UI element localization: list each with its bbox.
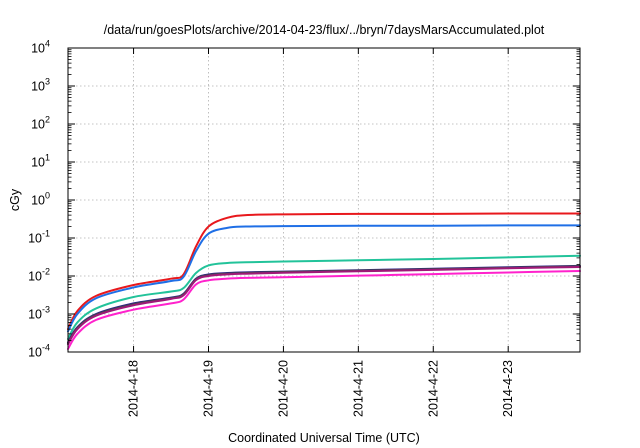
y-tick-label: 103 <box>31 77 50 94</box>
series-line-5 <box>67 265 581 345</box>
series-group <box>67 212 581 350</box>
x-tick-label: 2014-4-19 <box>201 360 215 417</box>
series-line-7 <box>67 270 581 350</box>
x-axis-tick-labels: 2014-4-18 2014-4-19 2014-4-20 2014-4-21 2014… <box>127 360 516 417</box>
y-tick-label: 10-4 <box>28 343 50 360</box>
series-line-3 <box>67 254 581 340</box>
x-tick-label: 2014-4-22 <box>426 360 440 417</box>
y-tick-label: 101 <box>31 153 50 170</box>
y-axis-label: cGy <box>8 188 22 211</box>
y-tick-label: 10-2 <box>28 267 50 284</box>
y-tick-label: 10-3 <box>28 305 50 322</box>
x-tick-label: 2014-4-20 <box>276 360 290 417</box>
y-tick-label: 10-1 <box>28 229 50 246</box>
y-axis-tick-labels: 10-4 10-3 10-2 10-1 100 101 102 103 104 <box>28 39 50 360</box>
axis-ticks <box>68 47 580 353</box>
x-axis-label: Coordinated Universal Time (UTC) <box>228 431 420 445</box>
series-line-1 <box>67 212 581 331</box>
chart-title: /data/run/goesPlots/archive/2014-04-23/f… <box>104 23 545 37</box>
series-line-6 <box>67 266 581 346</box>
x-tick-label: 2014-4-23 <box>501 360 515 417</box>
y-tick-label: 100 <box>31 191 50 208</box>
grid <box>68 48 580 352</box>
x-tick-label: 2014-4-18 <box>127 360 141 417</box>
y-tick-label: 102 <box>31 115 50 132</box>
y-tick-label: 104 <box>31 39 50 56</box>
series-line-2 <box>67 224 581 333</box>
x-tick-label: 2014-4-21 <box>351 360 365 417</box>
